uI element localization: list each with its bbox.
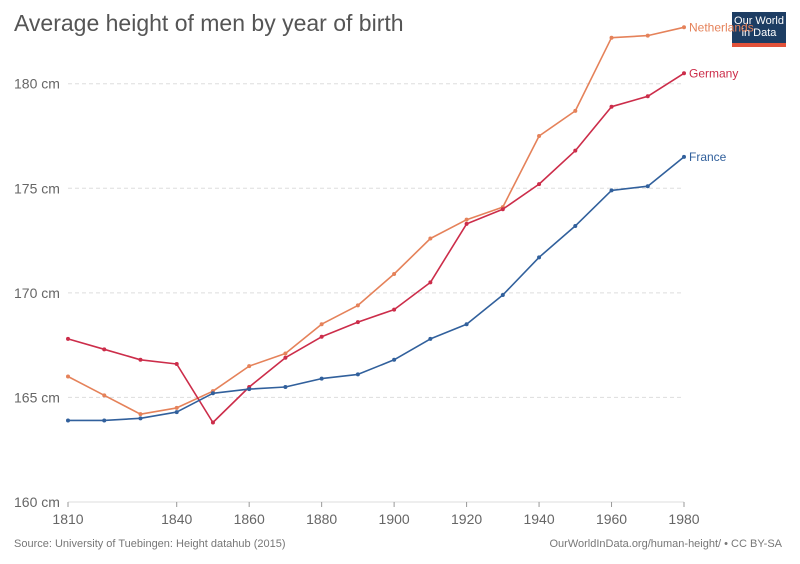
data-point bbox=[66, 418, 70, 423]
data-point bbox=[174, 361, 179, 366]
data-point bbox=[537, 134, 542, 139]
logo-line-1: Our World bbox=[734, 15, 784, 27]
data-point bbox=[609, 35, 614, 40]
data-point bbox=[609, 104, 614, 109]
data-point bbox=[283, 351, 288, 356]
chart-title: Average height of men by year of birth bbox=[14, 10, 404, 36]
y-axis-ticks: 160 cm 165 cm 170 cm 175 cm 180 cm bbox=[14, 76, 60, 510]
grid-lines bbox=[68, 83, 684, 503]
x-tick-label: 1920 bbox=[451, 511, 482, 527]
data-point bbox=[428, 280, 433, 285]
data-point bbox=[537, 255, 542, 260]
series-labels: Netherlands Germany France bbox=[689, 20, 754, 164]
owid-logo[interactable]: Our World in Data bbox=[732, 12, 786, 47]
y-tick-label: 175 cm bbox=[14, 180, 60, 196]
series-line-france bbox=[68, 156, 685, 422]
x-tick-label: 1900 bbox=[379, 511, 410, 527]
data-point bbox=[319, 322, 324, 327]
x-tick-label: 1980 bbox=[668, 511, 699, 527]
x-tick-label: 1810 bbox=[52, 511, 83, 527]
data-point bbox=[102, 393, 107, 398]
data-point bbox=[283, 355, 288, 360]
data-point bbox=[66, 336, 70, 341]
data-point bbox=[537, 182, 542, 187]
y-tick-label: 165 cm bbox=[14, 389, 60, 405]
data-point bbox=[645, 184, 650, 189]
data-point bbox=[682, 25, 686, 30]
y-tick-label: 170 cm bbox=[14, 285, 60, 301]
data-point bbox=[138, 412, 143, 417]
data-point bbox=[428, 336, 433, 341]
x-tick-label: 1880 bbox=[306, 511, 337, 527]
data-point bbox=[355, 303, 360, 308]
x-tick-label: 1840 bbox=[161, 511, 192, 527]
x-tick-label: 1940 bbox=[523, 511, 554, 527]
data-point bbox=[645, 33, 650, 38]
data-point bbox=[319, 376, 324, 381]
data-point bbox=[355, 372, 360, 377]
data-point bbox=[573, 148, 578, 153]
data-point bbox=[355, 320, 360, 325]
data-point bbox=[609, 188, 614, 193]
data-point bbox=[573, 108, 578, 113]
data-point bbox=[500, 292, 505, 297]
data-point bbox=[283, 384, 288, 389]
x-tick-label: 1960 bbox=[596, 511, 627, 527]
y-tick-label: 160 cm bbox=[14, 494, 60, 510]
series-label-netherlands: Netherlands bbox=[689, 20, 754, 34]
series-line-netherlands bbox=[67, 26, 685, 416]
data-point bbox=[319, 334, 324, 339]
series-lines bbox=[66, 25, 686, 425]
series-label-france: France bbox=[689, 150, 727, 164]
data-point bbox=[392, 357, 397, 362]
credit-link[interactable]: OurWorldInData.org/human-height/ • CC BY… bbox=[549, 538, 782, 550]
data-point bbox=[138, 416, 143, 421]
y-tick-label: 180 cm bbox=[14, 76, 60, 92]
data-point bbox=[464, 221, 469, 226]
data-point bbox=[464, 217, 469, 222]
data-point bbox=[102, 418, 107, 423]
data-point bbox=[392, 272, 397, 277]
x-axis-ticks: 1810 1840 1860 1880 1900 1920 1940 1960 1980 bbox=[52, 502, 700, 527]
series-label-germany: Germany bbox=[689, 66, 738, 80]
data-point bbox=[645, 94, 650, 99]
data-point bbox=[174, 410, 179, 415]
data-point bbox=[174, 405, 179, 410]
data-point bbox=[573, 223, 578, 228]
data-point bbox=[247, 387, 252, 392]
source-note: Source: University of Tuebingen: Height … bbox=[14, 538, 286, 550]
x-tick-label: 1860 bbox=[234, 511, 265, 527]
data-point bbox=[500, 207, 505, 212]
data-point bbox=[464, 322, 469, 327]
data-point bbox=[428, 236, 433, 241]
series-line-germany bbox=[67, 72, 685, 424]
data-point bbox=[392, 307, 397, 312]
data-point bbox=[102, 347, 107, 352]
data-point bbox=[247, 364, 252, 369]
data-point bbox=[210, 420, 215, 425]
logo-line-2: in Data bbox=[741, 27, 777, 39]
data-point bbox=[66, 374, 70, 379]
data-point bbox=[682, 154, 686, 159]
data-point bbox=[138, 357, 143, 362]
data-point bbox=[210, 391, 215, 396]
data-point bbox=[682, 71, 686, 76]
